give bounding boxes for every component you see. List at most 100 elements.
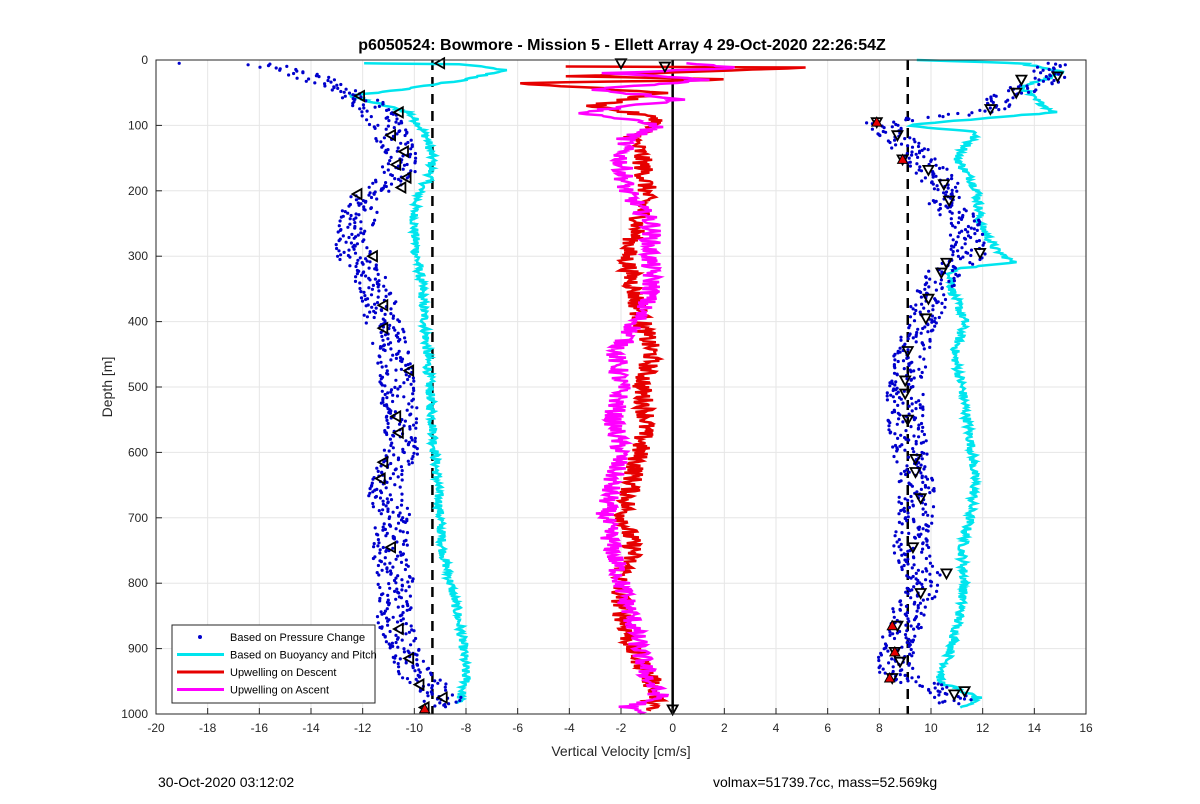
pressure-ascent-point [1058,64,1062,68]
triangle-markers [350,56,1065,717]
pressure-ascent-point [911,651,915,655]
pressure-ascent-point [923,485,928,489]
pressure-ascent-point [878,133,882,138]
x-tick-label: 16 [1079,721,1093,735]
pressure-descent-point [379,377,383,381]
y-tick-label: 800 [128,576,148,590]
x-tick-label: 10 [924,721,938,735]
pressure-descent-point [385,108,389,112]
pressure-descent-point [385,396,389,400]
pressure-ascent-point [930,318,934,322]
pressure-descent-point [363,294,367,298]
pressure-descent-point [367,494,371,498]
triangle-marker-ascent [901,346,915,358]
pressure-descent-point [393,656,397,660]
pressure-descent-point [375,197,379,201]
pressure-ascent-point [951,250,955,254]
pressure-descent-point [384,534,388,538]
pressure-descent-point [398,529,402,533]
pressure-ascent-point [877,658,881,663]
pressure-descent-point [378,551,382,555]
x-tick-label: -20 [147,721,165,735]
pressure-ascent-point [918,403,922,407]
pressure-ascent-point [921,425,925,429]
pressure-descent-point [381,528,385,532]
pressure-ascent-point [910,676,914,680]
pressure-ascent-point [912,563,916,567]
pressure-descent-point [386,342,391,346]
pressure-descent-point [400,492,404,496]
pressure-descent-point [332,78,336,82]
pressure-descent-point [386,124,390,128]
pressure-descent-point [371,477,375,481]
pressure-descent-point [430,692,434,696]
pressure-descent-point [346,211,350,215]
pressure-descent-point [408,680,412,685]
pressure-ascent-point [956,249,960,253]
pressure-descent-point [359,220,363,224]
pressure-descent-point [415,663,420,667]
pressure-descent-point [378,496,383,500]
pressure-descent-point [336,230,340,234]
pressure-descent-point [392,126,396,130]
pressure-descent-point [375,268,379,272]
pressure-descent-point [388,493,392,497]
pressure-ascent-point [885,394,889,398]
pressure-descent-point [389,312,393,316]
pressure-descent-point [402,395,406,399]
pressure-ascent-point [977,239,982,243]
pressure-descent-point [394,557,398,561]
pressure-ascent-point [893,534,897,538]
pressure-ascent-point [1019,91,1024,95]
pressure-descent-point [400,498,404,502]
pressure-descent-point [398,485,402,489]
pressure-descent-point [459,695,463,700]
triangle-marker-ascent [898,375,912,388]
pressure-descent-point [340,209,344,213]
upwelling-descent-line [520,65,806,712]
pressure-ascent-point [907,404,911,408]
pressure-descent-point [336,86,340,90]
pressure-descent-point [395,540,399,544]
pressure-ascent-point [940,286,944,291]
legend: Based on Pressure Change Based on Buoyanc… [171,624,377,704]
pressure-descent-point [317,75,321,79]
y-axis-label: Depth [m] [99,357,115,418]
pressure-ascent-point [971,214,976,218]
pressure-ascent-point [896,359,900,364]
pressure-ascent-point [910,409,914,413]
pressure-ascent-point [988,106,992,110]
pressure-ascent-point [892,610,896,614]
pressure-descent-point [410,438,414,442]
pressure-descent-point [338,257,342,262]
pressure-descent-point [356,233,360,237]
pressure-ascent-point [917,399,921,403]
triangle-marker-descent [391,426,404,440]
pressure-ascent-point [907,644,911,649]
pressure-ascent-point [937,208,941,212]
pressure-descent-point [384,116,388,120]
pressure-descent-point [343,94,347,98]
pressure-ascent-point [914,308,918,313]
pressure-descent-point [393,410,397,414]
pressure-descent-point [359,231,363,235]
pressure-ascent-point [1041,68,1045,72]
pressure-descent-point [380,334,384,338]
pressure-ascent-point [931,175,935,179]
pressure-descent-point [399,367,403,371]
upwelling-ascent-line [578,62,735,715]
pressure-descent-point [401,611,405,615]
pressure-ascent-point [910,484,915,488]
pressure-descent-point [409,643,413,647]
triangle-marker-descent [366,249,378,263]
pressure-descent-point [364,304,368,308]
pressure-ascent-point [904,590,908,594]
pressure-descent-point [400,121,404,125]
pressure-ascent-point [966,224,971,229]
pressure-ascent-point [933,324,937,328]
pressure-descent-point [408,425,412,429]
pressure-descent-point [348,255,352,259]
pressure-descent-point [389,347,393,351]
pressure-ascent-point [912,137,916,141]
pressure-descent-point [376,563,380,568]
